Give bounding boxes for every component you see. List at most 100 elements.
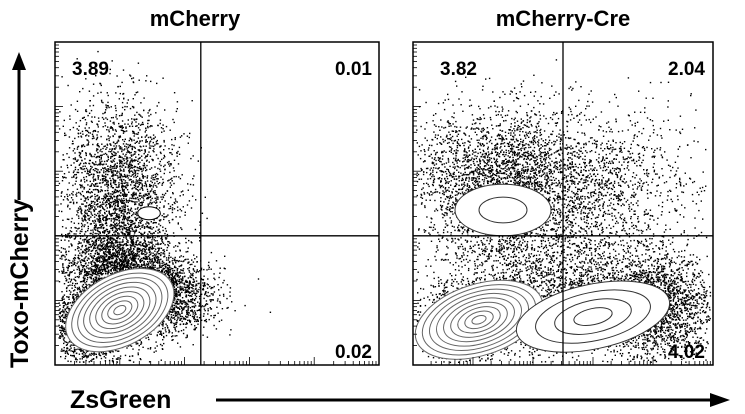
event-dot xyxy=(86,271,89,273)
event-dot xyxy=(168,277,171,279)
event-dot xyxy=(109,230,111,232)
event-dot xyxy=(79,205,81,208)
event-dot xyxy=(168,271,170,273)
event-dot xyxy=(141,243,144,245)
event-dot xyxy=(129,200,131,202)
event-dot xyxy=(122,207,124,209)
event-dot xyxy=(187,286,189,289)
event-dot xyxy=(179,295,181,297)
event-dot xyxy=(62,328,65,330)
event-dot xyxy=(185,322,188,324)
event-dot xyxy=(162,269,164,271)
event-dot xyxy=(169,129,171,131)
event-dot xyxy=(90,261,92,263)
event-dot xyxy=(178,153,181,155)
event-dot xyxy=(124,203,126,206)
event-dot xyxy=(189,132,191,135)
event-dot xyxy=(141,173,143,175)
event-dot xyxy=(109,136,111,138)
event-dot xyxy=(150,232,152,235)
event-dot xyxy=(118,228,120,230)
event-dot xyxy=(131,166,133,169)
event-dot xyxy=(84,158,86,160)
event-dot xyxy=(75,294,77,296)
event-dot xyxy=(133,212,135,214)
event-dot xyxy=(88,163,91,165)
event-dot xyxy=(79,162,82,164)
event-dot xyxy=(119,357,122,360)
event-dot xyxy=(141,202,143,205)
event-dot xyxy=(184,289,186,291)
event-dot xyxy=(87,144,90,146)
event-dot xyxy=(132,348,134,350)
event-dot xyxy=(145,244,147,246)
event-dot xyxy=(215,260,218,262)
event-dot xyxy=(132,361,135,363)
event-dot xyxy=(141,180,143,182)
event-dot xyxy=(103,170,105,172)
event-dot xyxy=(152,264,155,266)
event-dot xyxy=(134,213,136,215)
event-dot xyxy=(58,309,60,311)
event-dot xyxy=(141,121,144,124)
event-dot xyxy=(85,122,88,124)
event-dot xyxy=(79,291,81,293)
event-dot xyxy=(114,211,116,213)
event-dot xyxy=(78,286,80,289)
event-dot xyxy=(101,242,103,244)
event-dot xyxy=(138,123,140,125)
event-dot xyxy=(94,153,96,156)
event-dot xyxy=(122,126,124,129)
event-dot xyxy=(146,225,149,227)
event-dot xyxy=(170,278,172,281)
event-dot xyxy=(73,233,75,235)
event-dot xyxy=(158,249,160,252)
event-dot xyxy=(99,154,102,157)
event-dot xyxy=(171,177,173,179)
event-dot xyxy=(133,146,136,148)
event-dot xyxy=(157,198,159,200)
event-dot xyxy=(139,161,141,164)
event-dot xyxy=(117,254,119,256)
event-dot xyxy=(147,126,149,129)
event-dot xyxy=(83,168,86,170)
event-dot xyxy=(63,339,65,342)
event-dot xyxy=(69,230,71,232)
event-dot xyxy=(177,163,180,165)
event-dot xyxy=(144,151,146,153)
event-dot xyxy=(167,318,169,320)
event-dot xyxy=(99,277,101,280)
event-dot xyxy=(109,253,111,256)
event-dot xyxy=(142,250,144,252)
event-dot xyxy=(88,361,90,363)
event-dot xyxy=(71,265,73,267)
event-dot xyxy=(95,279,97,281)
event-dot xyxy=(73,170,75,172)
event-dot xyxy=(91,261,93,263)
event-dot xyxy=(161,193,164,196)
event-dot xyxy=(114,167,116,169)
event-dot xyxy=(105,195,108,197)
event-dot xyxy=(126,241,128,243)
event-dot xyxy=(95,229,97,231)
event-dot xyxy=(190,291,192,294)
event-dot xyxy=(155,202,157,204)
event-dot xyxy=(163,141,165,143)
event-dot xyxy=(63,119,65,122)
event-dot xyxy=(187,290,189,292)
event-dot xyxy=(69,272,71,274)
event-dot xyxy=(79,230,82,232)
event-dot xyxy=(65,315,67,317)
event-dot xyxy=(226,307,228,309)
event-dot xyxy=(83,200,85,202)
event-dot xyxy=(95,269,98,271)
event-dot xyxy=(90,232,92,235)
event-dot xyxy=(106,169,108,172)
event-dot xyxy=(83,275,85,277)
event-dot xyxy=(127,241,129,244)
event-dot xyxy=(111,260,113,263)
event-dot xyxy=(150,252,152,254)
event-dot xyxy=(107,269,110,271)
event-dot xyxy=(117,233,119,235)
event-dot xyxy=(97,175,99,177)
